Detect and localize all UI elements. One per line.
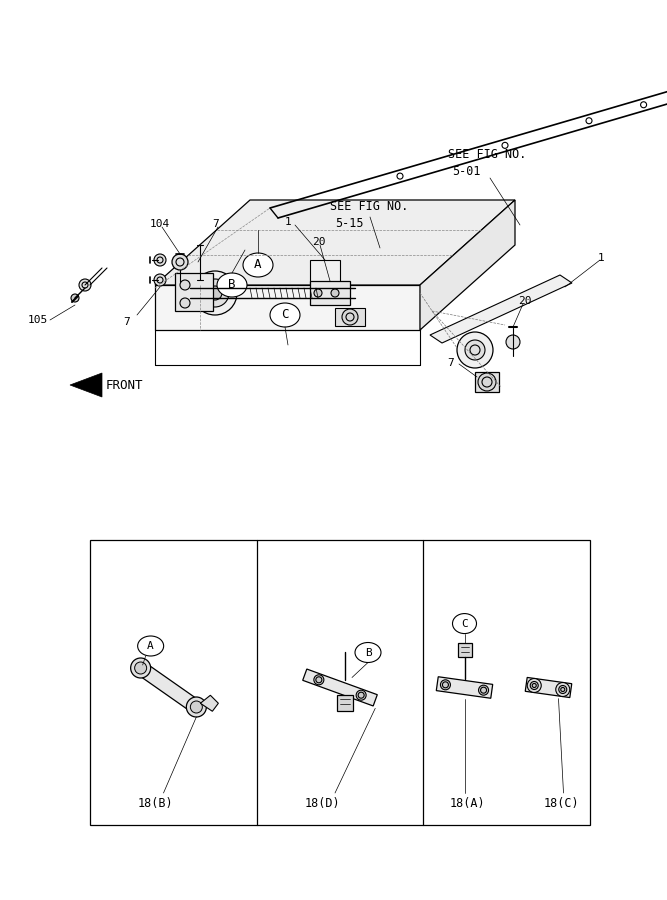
Circle shape (186, 697, 206, 717)
Text: 5-15: 5-15 (335, 217, 364, 230)
Text: A: A (254, 258, 261, 272)
Polygon shape (200, 696, 218, 711)
Polygon shape (70, 373, 102, 397)
Text: 1: 1 (598, 253, 605, 263)
Polygon shape (475, 372, 499, 392)
Circle shape (193, 271, 237, 315)
Ellipse shape (243, 253, 273, 277)
Ellipse shape (355, 643, 381, 662)
Ellipse shape (217, 273, 247, 297)
Circle shape (331, 289, 339, 297)
Text: 7: 7 (447, 358, 454, 368)
Text: 104: 104 (150, 219, 170, 229)
Circle shape (478, 685, 488, 695)
Circle shape (342, 309, 358, 325)
Text: C: C (461, 618, 468, 628)
Circle shape (180, 298, 190, 308)
Polygon shape (458, 643, 472, 657)
Text: 18(B): 18(B) (137, 797, 173, 810)
Text: 7: 7 (123, 317, 130, 327)
Text: B: B (365, 647, 372, 658)
Circle shape (131, 658, 151, 678)
Circle shape (457, 332, 493, 368)
Text: C: C (281, 309, 289, 321)
Circle shape (201, 279, 229, 307)
Circle shape (465, 340, 485, 360)
Polygon shape (335, 308, 365, 326)
Circle shape (172, 254, 188, 270)
Text: 1: 1 (285, 217, 291, 227)
Circle shape (527, 679, 541, 692)
Text: 7: 7 (212, 219, 219, 229)
Circle shape (79, 279, 91, 291)
Polygon shape (155, 285, 420, 330)
Circle shape (356, 690, 366, 700)
Circle shape (135, 662, 147, 674)
Circle shape (506, 335, 520, 349)
Text: 18(D): 18(D) (304, 797, 340, 810)
Bar (90, 540, 590, 825)
Text: FRONT: FRONT (106, 379, 143, 392)
Bar (175, 273, 213, 311)
Ellipse shape (452, 614, 476, 634)
Circle shape (314, 675, 324, 685)
Circle shape (440, 680, 450, 689)
Circle shape (314, 289, 322, 297)
Text: 20: 20 (312, 237, 325, 247)
Polygon shape (525, 678, 572, 698)
Text: 5-01: 5-01 (452, 165, 480, 178)
Circle shape (556, 682, 570, 697)
Polygon shape (436, 677, 493, 698)
Text: A: A (147, 641, 154, 651)
Circle shape (478, 373, 496, 391)
Circle shape (559, 686, 567, 694)
Text: B: B (228, 278, 235, 292)
Text: 20: 20 (518, 296, 532, 306)
Ellipse shape (270, 303, 300, 327)
Circle shape (530, 681, 538, 689)
Polygon shape (310, 281, 350, 305)
Ellipse shape (137, 636, 163, 656)
Circle shape (71, 294, 79, 302)
Polygon shape (430, 275, 572, 343)
Text: 105: 105 (28, 315, 48, 325)
Polygon shape (155, 200, 515, 285)
Text: SEE FIG NO.: SEE FIG NO. (448, 148, 526, 161)
Text: 18(A): 18(A) (450, 797, 485, 810)
Polygon shape (420, 200, 515, 330)
Polygon shape (310, 260, 340, 285)
Text: 18(C): 18(C) (544, 797, 579, 810)
Polygon shape (337, 695, 353, 710)
Polygon shape (303, 669, 378, 706)
Circle shape (190, 701, 202, 713)
Polygon shape (137, 662, 200, 713)
Circle shape (154, 274, 166, 286)
Circle shape (180, 280, 190, 290)
Text: SEE FIG NO.: SEE FIG NO. (330, 200, 408, 213)
Circle shape (208, 286, 222, 300)
Circle shape (154, 254, 166, 266)
